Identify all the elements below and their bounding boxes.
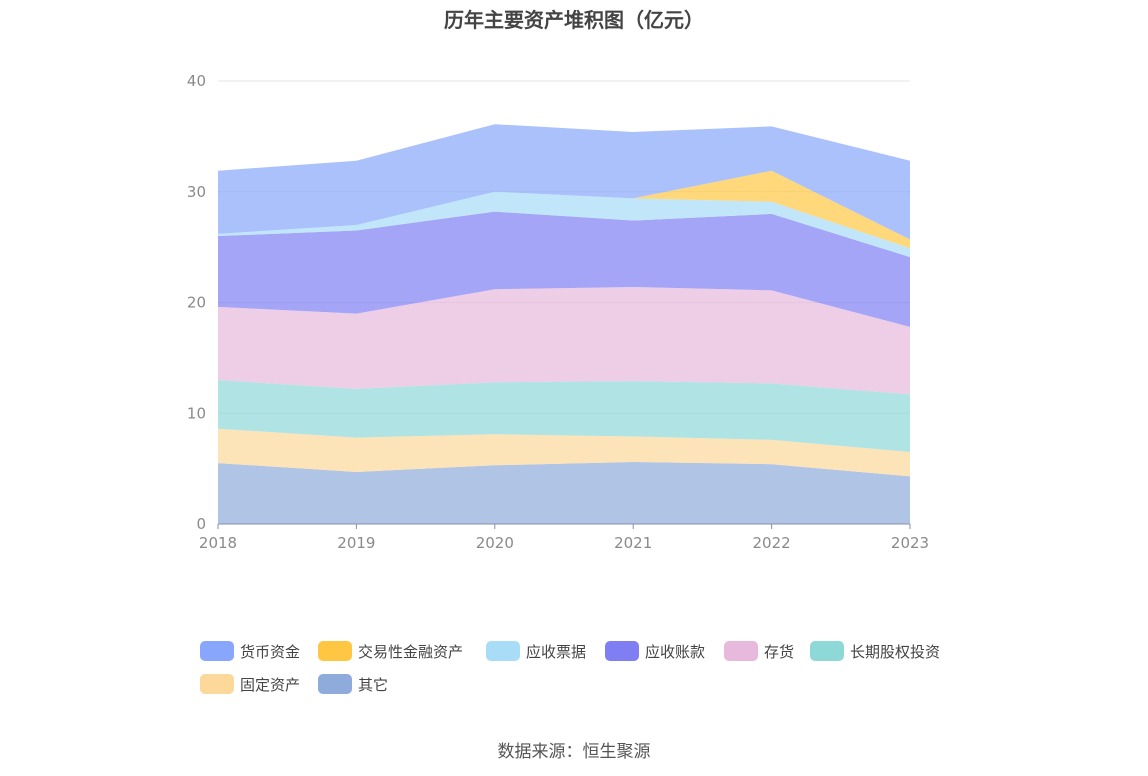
legend-label: 货币资金 <box>240 642 301 661</box>
legend-item[interactable]: 固定资产 <box>200 673 300 695</box>
legend-label: 长期股权投资 <box>850 642 941 661</box>
legend-swatch <box>486 641 520 661</box>
legend-item[interactable]: 存货 <box>724 640 794 662</box>
legend-item[interactable]: 应收票据 <box>486 640 586 662</box>
legend-item[interactable]: 货币资金 <box>200 640 300 662</box>
y-tick-label: 40 <box>187 72 206 90</box>
area-series-4 <box>218 211 910 327</box>
legend-label: 固定资产 <box>240 675 301 694</box>
y-tick-label: 10 <box>187 404 206 422</box>
legend-item[interactable]: 长期股权投资 <box>810 640 940 662</box>
x-tick-label: 2021 <box>614 534 652 552</box>
legend-label: 应收票据 <box>526 642 587 661</box>
legend-label: 交易性金融资产 <box>358 642 464 661</box>
x-tick-label: 2020 <box>476 534 514 552</box>
area-series-0 <box>218 461 910 524</box>
stacked-area-chart: 0 10 20 30 40 2018 2019 2020 2021 2022 2023 <box>187 72 929 552</box>
x-tick-label: 2023 <box>891 534 929 552</box>
x-tick-label: 2019 <box>337 534 375 552</box>
legend-swatch <box>605 641 639 661</box>
legend-swatch <box>810 641 844 661</box>
legend-swatch <box>318 674 352 694</box>
x-tick-label: 2018 <box>199 534 237 552</box>
legend-item[interactable]: 交易性金融资产 <box>318 640 463 662</box>
legend-swatch <box>200 641 234 661</box>
legend-label: 应收账款 <box>645 642 706 661</box>
area-series-7 <box>218 124 910 240</box>
data-source: 数据来源：恒生聚源 <box>497 742 651 762</box>
legend-label: 其它 <box>358 675 389 694</box>
legend-swatch <box>318 641 352 661</box>
y-tick-label: 20 <box>187 294 206 312</box>
area-series-5 <box>218 191 910 258</box>
area-series-2 <box>218 380 910 453</box>
area-series-6 <box>218 170 910 249</box>
legend-swatch <box>724 641 758 661</box>
legend-item[interactable]: 应收账款 <box>605 640 705 662</box>
legend-item[interactable]: 其它 <box>318 673 388 695</box>
area-series-1 <box>218 428 910 477</box>
chart-title: 历年主要资产堆积图（亿元） <box>444 8 704 32</box>
y-tick-label: 30 <box>187 183 206 201</box>
area-series-3 <box>218 287 910 395</box>
legend-swatch <box>200 674 234 694</box>
y-tick-label: 0 <box>196 515 206 533</box>
legend-label: 存货 <box>764 642 795 661</box>
x-tick-label: 2022 <box>753 534 791 552</box>
